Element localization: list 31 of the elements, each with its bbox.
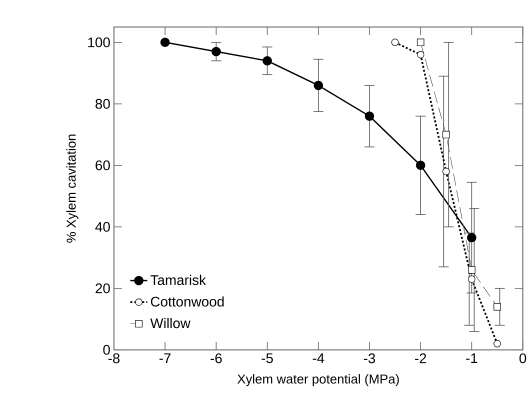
x-tick-label: -1 [466, 353, 478, 364]
y-tick-label: 80 [96, 98, 110, 109]
x-tick-label: -3 [364, 353, 376, 364]
x-tick-label: -8 [108, 353, 120, 364]
x-tick-label: -2 [415, 353, 426, 364]
point [468, 276, 476, 283]
y-tick-label: 0 [103, 345, 110, 355]
point [314, 80, 324, 90]
legend-label: Willow [150, 318, 191, 328]
y-tick-label: 20 [96, 284, 110, 294]
x-axis-title: Xylem water potential (MPa) [237, 374, 399, 386]
y-tick-label: 100 [88, 37, 110, 48]
point [442, 168, 450, 176]
y-tick-label: 40 [95, 222, 110, 232]
point [160, 38, 170, 48]
legend-label: Tamarisk [150, 274, 206, 286]
y-axis-title: % Xylem cavitation [66, 134, 78, 243]
x-tick-label: -7 [159, 353, 171, 364]
point [416, 51, 424, 58]
point [364, 112, 374, 121]
y-tick-label: 60 [96, 160, 110, 170]
point [391, 38, 399, 46]
point [467, 233, 476, 242]
x-tick-label: -5 [262, 353, 273, 364]
x-tick-label: -4 [312, 353, 324, 364]
x-tick-label: -6 [210, 353, 222, 364]
x-tick-label: 0 [519, 353, 526, 364]
point [416, 160, 426, 170]
point [262, 56, 272, 66]
legend-label: Cottonwood [150, 296, 224, 307]
point [211, 46, 221, 56]
